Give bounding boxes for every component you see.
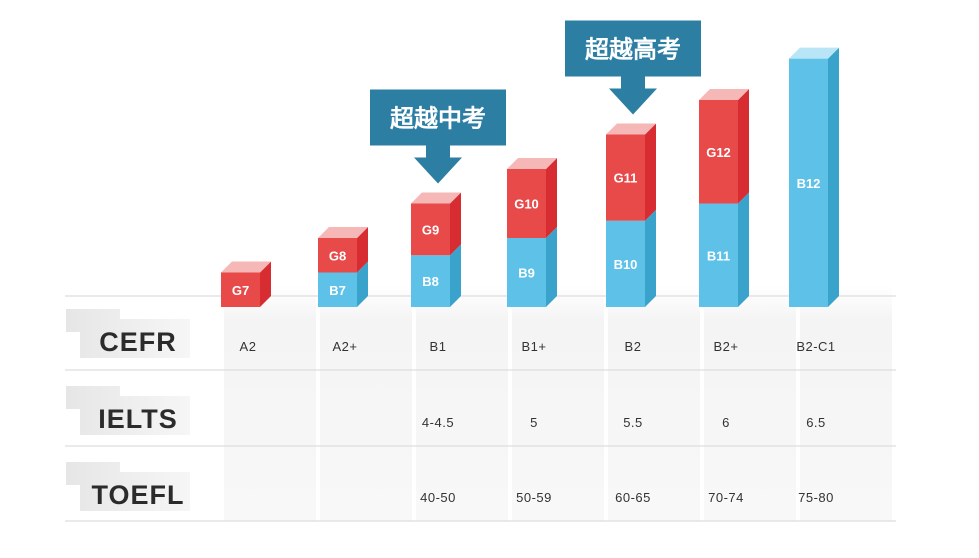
bar-label: G7 xyxy=(232,283,249,298)
column-shade xyxy=(512,285,604,521)
bar-segment-blue xyxy=(699,203,738,307)
bar-segment-blue xyxy=(507,238,546,307)
bar-segment-red xyxy=(221,272,260,307)
bar-segment-blue-side xyxy=(738,192,749,307)
table-cell: A2+ xyxy=(333,339,358,354)
row-title-tab xyxy=(66,462,190,511)
column-shade xyxy=(704,285,796,521)
bar-segment-red-side xyxy=(738,89,749,204)
table-row-ielts: IELTS 4-4.5 5 5.5 6 6.5 xyxy=(66,386,826,435)
bar-top xyxy=(411,192,461,204)
table-cell: 5.5 xyxy=(623,415,643,430)
callout-box xyxy=(370,89,506,146)
column-shade xyxy=(800,285,892,521)
bar-top xyxy=(507,158,557,169)
bar-top xyxy=(318,227,368,238)
bar-segment-red-side xyxy=(260,261,271,307)
table-cell: B1 xyxy=(430,339,447,354)
bar-segment-red-side xyxy=(357,227,368,273)
table-cell: 4-4.5 xyxy=(422,415,454,430)
table-row-toefl: TOEFL 40-50 50-59 60-65 70-74 75-80 xyxy=(66,462,834,511)
table-cell: 6.5 xyxy=(806,415,826,430)
bar-segment-red xyxy=(606,134,645,221)
bar-segment-red-side xyxy=(450,192,461,256)
bar-segment-red xyxy=(318,238,357,273)
bar-label: G12 xyxy=(706,145,731,160)
table-cell: 6 xyxy=(722,415,730,430)
bar-segment-red-side xyxy=(645,123,656,221)
table-cell: 40-50 xyxy=(420,490,456,505)
bar-segment-blue-side xyxy=(546,227,557,307)
bar-label: B7 xyxy=(329,283,346,298)
callout-label: 超越高考 xyxy=(585,36,681,64)
table-cell: 70-74 xyxy=(708,490,744,505)
bar-label: B12 xyxy=(797,176,821,191)
row-title: CEFR xyxy=(99,327,177,357)
bar-segment-red xyxy=(699,100,738,204)
bar-A2+: B7 G8 xyxy=(318,227,368,307)
table-row-cefr: CEFR A2 A2+ B1 B1+ B2 B2+ B2-C1 xyxy=(66,309,835,358)
row-title: TOEFL xyxy=(91,480,184,510)
bar-group: G7 B7 G8 B8 G9 B9 G10 B10 G11 B11 G12 B12 xyxy=(221,47,839,307)
table-cell: B2-C1 xyxy=(796,339,835,354)
table-cell: B2+ xyxy=(714,339,739,354)
callout-B2: 超越高考 xyxy=(565,20,701,115)
bar-B1+: B9 G10 xyxy=(507,158,557,307)
column-shade xyxy=(224,285,316,521)
callout-box xyxy=(565,20,701,77)
bar-segment-red-side xyxy=(546,158,557,238)
comparison-table: CEFR A2 A2+ B1 B1+ B2 B2+ B2-C1 IELTS 4-4.5 5 5.5 6 6… xyxy=(65,285,896,522)
bar-segment-blue-side xyxy=(450,244,461,307)
column-shade xyxy=(416,285,508,521)
bar-B2: B10 G11 xyxy=(606,123,656,307)
bar-label: B9 xyxy=(518,266,535,281)
bar-segment-blue xyxy=(606,220,645,307)
bar-label: G8 xyxy=(329,248,346,263)
table-cell: 5 xyxy=(530,415,538,430)
bar-label: G10 xyxy=(514,197,539,212)
bar-B1: B8 G9 xyxy=(411,192,461,307)
bar-top xyxy=(606,123,656,135)
table-cell: A2 xyxy=(240,339,257,354)
bar-segment-red xyxy=(411,203,450,256)
callout-label: 超越中考 xyxy=(390,106,486,133)
row-title-tab xyxy=(66,386,190,435)
bar-A2: G7 xyxy=(221,261,271,307)
bar-label: G11 xyxy=(614,171,638,186)
column-shade xyxy=(320,285,412,521)
bar-segment-blue-side xyxy=(828,47,839,307)
bar-segment-blue xyxy=(789,58,828,307)
bar-B2-C1: B12 xyxy=(789,47,839,307)
callout-arrow xyxy=(609,76,657,115)
bar-B2+: B11 G12 xyxy=(699,89,749,307)
row-title: IELTS xyxy=(98,404,178,434)
table-cell: B2 xyxy=(625,339,642,354)
bar-label: B10 xyxy=(614,257,638,272)
bar-top xyxy=(789,47,839,59)
table-cell: B1+ xyxy=(522,339,547,354)
table-cell: 60-65 xyxy=(615,490,651,505)
row-title-tab xyxy=(66,309,190,358)
bar-segment-blue xyxy=(318,272,357,307)
bar-segment-blue-side xyxy=(357,261,368,307)
bar-label: B8 xyxy=(422,274,439,289)
bar-segment-blue xyxy=(411,255,450,307)
bar-segment-red xyxy=(507,169,546,238)
callout-group: 超越中考 超越高考 xyxy=(370,20,701,184)
bar-label: B11 xyxy=(707,248,730,263)
callout-B1: 超越中考 xyxy=(370,89,506,184)
column-shade xyxy=(608,285,700,521)
table-cell: 75-80 xyxy=(798,490,834,505)
bar-label: G9 xyxy=(422,222,439,237)
callout-arrow xyxy=(414,145,462,184)
bar-top xyxy=(699,89,749,100)
bar-segment-blue-side xyxy=(645,209,656,307)
bar-top xyxy=(221,261,271,273)
table-cell: 50-59 xyxy=(516,490,552,505)
